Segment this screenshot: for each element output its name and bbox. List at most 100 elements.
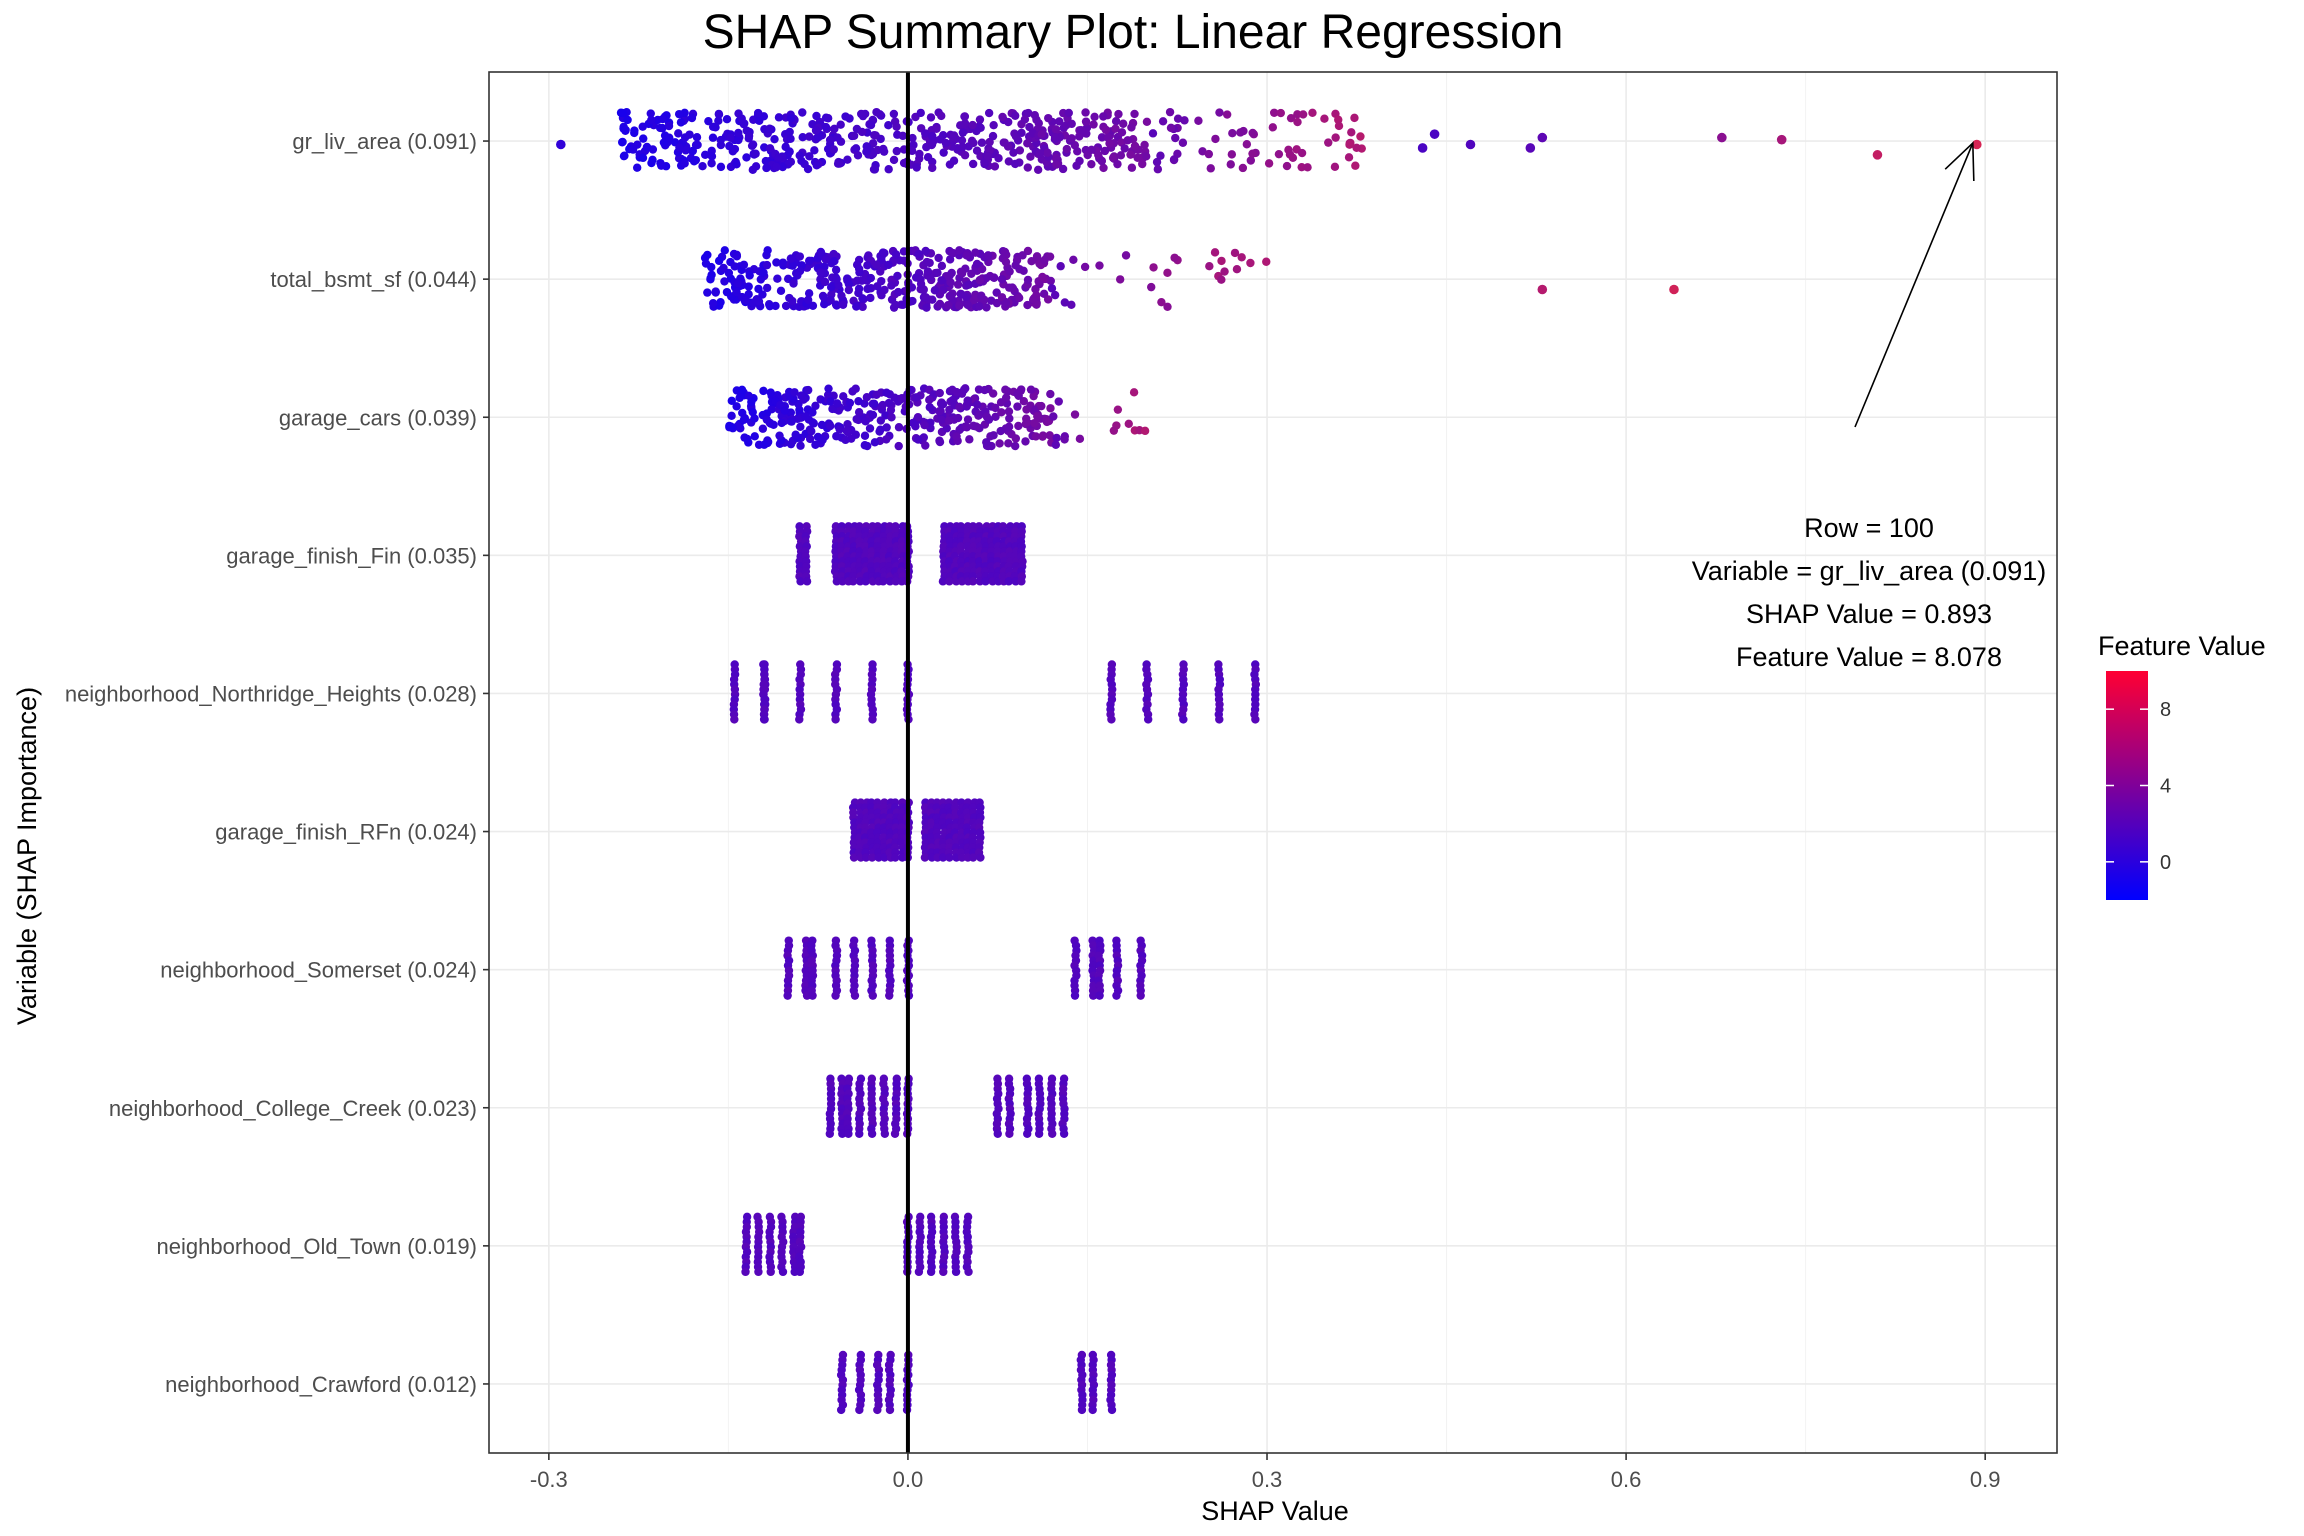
y-tick-label: total_bsmt_sf (0.044) (270, 267, 477, 292)
shap-point (894, 287, 903, 297)
shap-point (930, 286, 940, 295)
shap-point (810, 146, 819, 155)
shap-point (1298, 110, 1308, 119)
shap-point (1037, 129, 1046, 139)
shap-point (665, 133, 674, 142)
shap-point (725, 141, 734, 151)
shap-point (981, 577, 990, 586)
shap-point (945, 853, 954, 862)
shap-point (860, 441, 870, 450)
shap-point (1033, 165, 1043, 174)
shap-point (1023, 163, 1032, 172)
shap-point (958, 128, 968, 137)
shap-point (773, 274, 782, 283)
shap-point (1032, 252, 1042, 261)
shap-point (914, 249, 923, 259)
shap-point (1222, 110, 1232, 119)
shap-point (1194, 116, 1203, 125)
shap-point (798, 133, 807, 142)
shap-point (837, 291, 846, 300)
shap-point (786, 114, 796, 123)
shap-point (744, 282, 753, 291)
x-axis-title: SHAP Value (1201, 1496, 1349, 1526)
shap-point (938, 400, 948, 409)
shap-point (977, 264, 987, 274)
shap-point (912, 163, 921, 172)
shap-point (953, 413, 963, 423)
shap-point (1014, 421, 1023, 431)
shap-point (703, 250, 712, 260)
shap-point (754, 284, 763, 294)
shap-point (825, 1129, 835, 1138)
shap-point (885, 577, 895, 586)
shap-point (884, 398, 894, 408)
shap-point (939, 1267, 948, 1277)
shap-point (1017, 577, 1026, 586)
shap-point (796, 422, 805, 432)
shap-point (1173, 114, 1183, 123)
shap-point (760, 715, 769, 724)
shap-point (922, 257, 932, 267)
shap-point (789, 279, 798, 288)
shap-point (760, 440, 769, 449)
shap-point (1347, 128, 1356, 137)
shap-point (945, 291, 954, 301)
shap-point (741, 1267, 750, 1277)
shap-point (1089, 120, 1098, 129)
shap-point (676, 118, 686, 127)
shap-point (836, 1405, 846, 1415)
shap-point (953, 280, 963, 289)
shap-point (996, 426, 1005, 436)
shap-point (1029, 391, 1038, 401)
shap-point (884, 121, 893, 130)
shap-point (841, 435, 850, 445)
shap-point (820, 277, 830, 287)
shap-point (1023, 275, 1033, 285)
shap-point (1669, 284, 1679, 295)
x-tick-label: 0.6 (1611, 1467, 1642, 1492)
shap-point (1127, 163, 1137, 172)
shap-point (1138, 159, 1147, 169)
shap-point (707, 159, 716, 168)
y-tick-label: gr_liv_area (0.091) (292, 129, 477, 154)
shap-point (968, 577, 978, 586)
shap-point (808, 991, 817, 1000)
shap-point (1330, 162, 1340, 172)
shap-point (891, 250, 901, 259)
shap-point (891, 300, 900, 310)
shap-point (957, 290, 966, 299)
shap-point (737, 385, 747, 395)
shap-point (765, 124, 774, 133)
shap-point (920, 421, 929, 430)
shap-point (963, 396, 972, 405)
shap-point (787, 417, 796, 426)
shap-point (868, 139, 878, 148)
shap-point (1017, 128, 1026, 138)
shap-point (969, 421, 978, 431)
shap-point (1127, 123, 1136, 132)
shap-point (762, 415, 772, 424)
shap-point (714, 256, 724, 266)
shap-point (803, 295, 813, 305)
shap-point (1268, 123, 1278, 132)
shap-point (1077, 1405, 1087, 1415)
shap-point (1014, 293, 1024, 303)
shap-point (882, 388, 891, 397)
shap-point (619, 151, 629, 161)
shap-point (965, 435, 974, 444)
shap-point (1123, 136, 1132, 145)
shap-point (1023, 139, 1032, 148)
shap-point (769, 420, 778, 429)
shap-point (907, 146, 917, 156)
shap-point (1081, 117, 1091, 126)
shap-point (756, 275, 766, 284)
shap-point (720, 277, 729, 286)
shap-point (921, 246, 930, 256)
shap-point (638, 153, 648, 163)
shap-point (724, 268, 734, 278)
shap-point (1972, 139, 1982, 150)
shap-point (714, 109, 724, 119)
shap-point (674, 109, 684, 119)
y-tick-label: neighborhood_Northridge_Heights (0.028) (65, 681, 477, 706)
shap-point (1163, 302, 1172, 312)
